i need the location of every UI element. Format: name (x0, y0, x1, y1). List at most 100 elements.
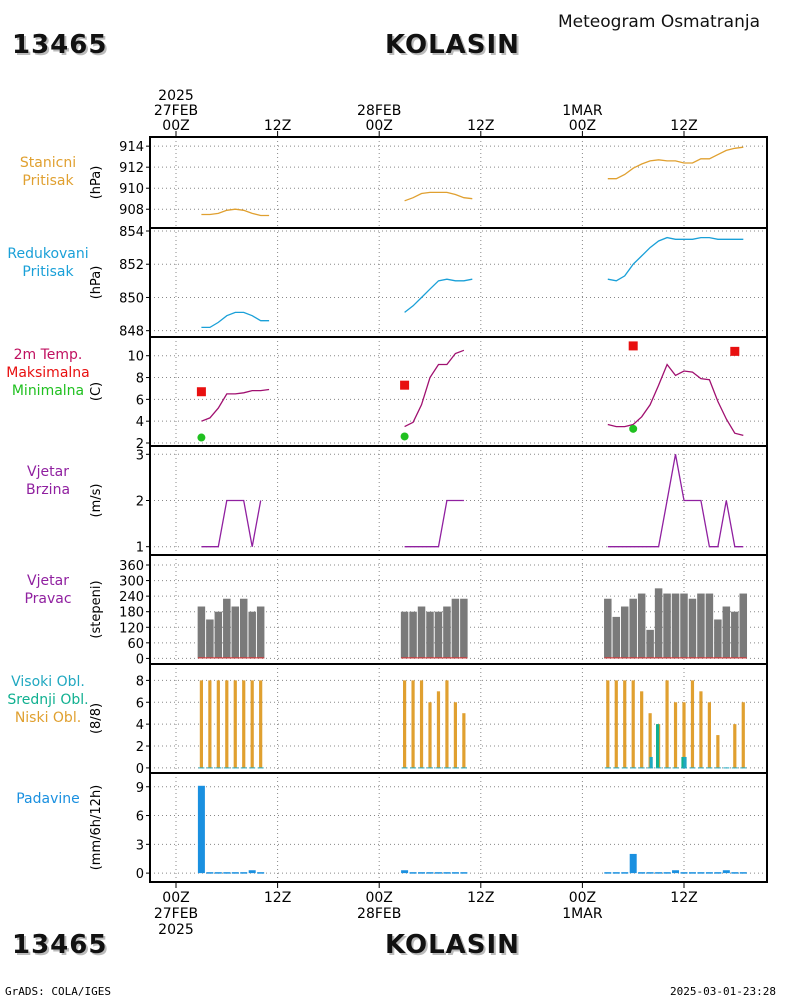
y-tick-label: 8 (136, 372, 144, 387)
precip-bar (206, 872, 214, 874)
wind-direction-bar (629, 598, 637, 659)
min-temp-marker (400, 432, 409, 441)
time-axis-bottom-label: 12Z (467, 890, 494, 906)
cloud-bar (716, 735, 720, 768)
cloud-bar (462, 713, 466, 768)
y-axis-unit: (hPa) (89, 266, 104, 300)
footer-credit: GrADS: COLA/IGES (5, 985, 111, 998)
y-axis-unit: (m/s) (89, 484, 104, 518)
time-axis-top-label: 1MAR (562, 103, 603, 119)
y-tick-label: 3 (136, 838, 144, 853)
cloud-bar (614, 680, 618, 768)
panel-wind_speed (150, 446, 767, 555)
panel-label: Minimalna (12, 383, 84, 399)
precip-bar (401, 870, 409, 874)
precip-bar (638, 872, 646, 874)
y-tick-label: 848 (119, 325, 144, 340)
wind-direction-bar (409, 611, 417, 659)
cloud-bar (225, 680, 229, 768)
panel-wind_direction (150, 555, 767, 664)
y-tick-label: 8 (136, 674, 144, 689)
cloud-bar (683, 756, 687, 768)
panel-label: Stanicni (20, 155, 76, 171)
y-tick-label: 10 (127, 350, 144, 365)
series-line (201, 388, 270, 422)
cloud-bar (699, 691, 703, 768)
precip-bar (646, 872, 654, 874)
y-tick-label: 2 (136, 437, 144, 452)
footer-timestamp: 2025-03-01-23:28 (670, 985, 776, 998)
wind-direction-bar (206, 619, 214, 659)
precip-bar (257, 872, 265, 874)
wind-direction-bar (434, 611, 443, 659)
cloud-bar (199, 680, 203, 768)
panel-frame (149, 136, 768, 229)
precip-bar (451, 872, 459, 874)
max-temp-marker (400, 380, 410, 390)
y-tick-label: 912 (119, 161, 144, 176)
cloud-bar (665, 680, 669, 768)
time-axis-top-label: 2025 (158, 88, 194, 104)
y-tick-label: 360 (119, 559, 144, 574)
panel-station_pressure (150, 137, 767, 228)
wind-direction-bar (705, 593, 714, 659)
wind-direction-bar (256, 606, 265, 659)
wind-direction-bar (417, 606, 426, 659)
y-axis-unit: (mm/6h/12h) (89, 785, 104, 871)
precip-bar (612, 872, 620, 874)
cloud-bar (640, 691, 644, 768)
panel-label: Visoki Obl. (11, 674, 85, 690)
wind-direction-bar (443, 606, 451, 659)
panel-label: Maksimalna (6, 365, 90, 381)
y-tick-label: 180 (119, 606, 144, 621)
cloud-bar (631, 680, 635, 768)
time-axis-bottom-label: 2025 (158, 922, 194, 938)
wind-direction-bar (451, 598, 460, 659)
y-tick-label: 240 (119, 590, 144, 605)
y-tick-label: 4 (136, 415, 144, 430)
series-line (404, 278, 473, 313)
wind-direction-bar (231, 606, 240, 659)
cloud-bar (259, 680, 263, 768)
cloud-bar (741, 702, 745, 768)
wind-direction-bar (620, 606, 629, 659)
cloud-bar (623, 680, 627, 768)
time-axis-top-label: 28FEB (357, 103, 401, 119)
panel-frame (149, 227, 768, 338)
series-line (404, 499, 464, 548)
y-axis-unit: (C) (89, 382, 104, 401)
panel-frame (149, 336, 768, 447)
cloud-bar (428, 702, 432, 768)
y-tick-label: 6 (136, 696, 144, 711)
panel-temperature (150, 337, 767, 446)
cloud-bar (453, 702, 457, 768)
y-axis-unit: (8/8) (89, 703, 104, 734)
wind-direction-bar (714, 619, 722, 659)
precip-bar (663, 872, 671, 874)
time-axis-top-label: 00Z (365, 118, 392, 134)
time-axis-bottom-label: 1MAR (562, 906, 603, 922)
precip-bar (731, 872, 739, 874)
precip-bar (409, 872, 417, 874)
precip-bar (248, 870, 256, 874)
station-id-bottom: 13465 (12, 930, 108, 960)
wind-direction-bar (400, 611, 409, 659)
cloud-bar (681, 756, 685, 768)
y-tick-label: 300 (119, 575, 144, 590)
series-line (201, 499, 262, 548)
max-temp-marker (196, 387, 206, 397)
cloud-bar (208, 680, 212, 768)
cloud-bar (419, 680, 424, 768)
wind-direction-bar (223, 598, 231, 659)
precip-bar (443, 872, 451, 874)
station-name-bottom: KOLASIN (385, 930, 520, 960)
y-axis-unit: (hPa) (89, 166, 104, 200)
series-line (607, 363, 744, 437)
y-tick-label: 854 (119, 225, 144, 240)
y-tick-label: 6 (136, 393, 144, 408)
y-tick-label: 850 (119, 291, 144, 306)
precip-bar (697, 872, 705, 874)
time-axis-bottom-label: 12Z (670, 890, 697, 906)
cloud-bar (673, 702, 678, 768)
panel-label: Vjetar (27, 464, 69, 480)
